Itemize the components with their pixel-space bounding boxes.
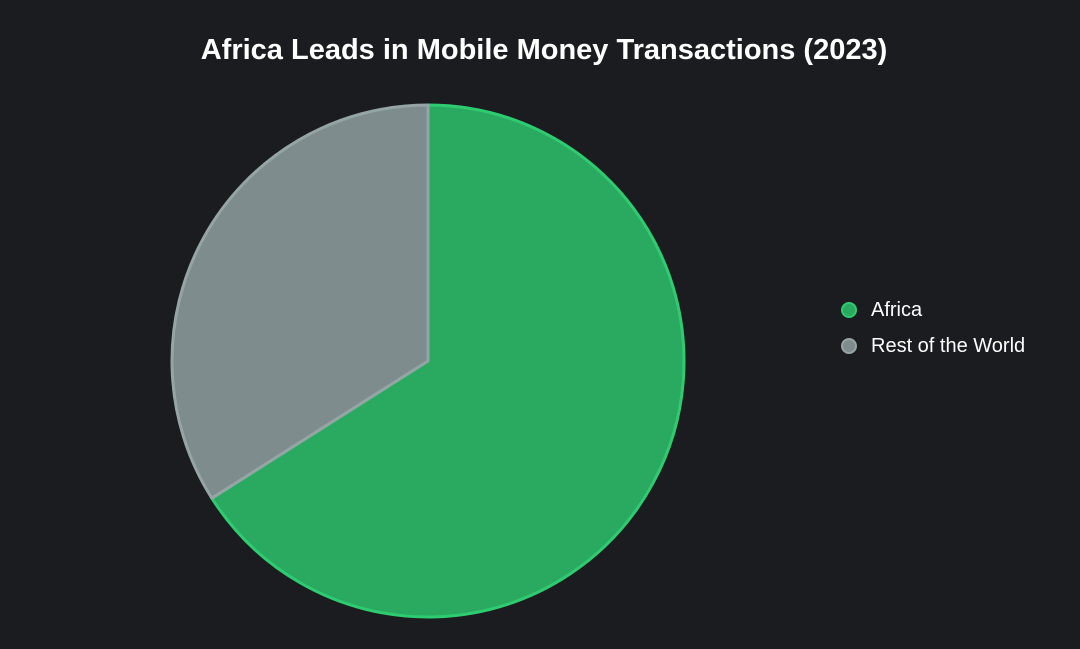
legend: Africa Rest of the World: [841, 292, 1025, 364]
legend-item-africa[interactable]: Africa: [841, 292, 1025, 328]
legend-item-rest-of-world[interactable]: Rest of the World: [841, 328, 1025, 364]
pie-slice-africa[interactable]: [210, 103, 686, 619]
legend-swatch-africa: [841, 302, 857, 318]
pie-slices: [170, 103, 686, 619]
chart-title: Africa Leads in Mobile Money Transaction…: [200, 34, 888, 66]
legend-swatch-rest-of-world: [841, 338, 857, 354]
legend-label-rest-of-world: Rest of the World: [871, 334, 1026, 357]
legend-label-africa: Africa: [871, 298, 923, 321]
pie-slice-rest-of-the-world[interactable]: [170, 103, 430, 500]
